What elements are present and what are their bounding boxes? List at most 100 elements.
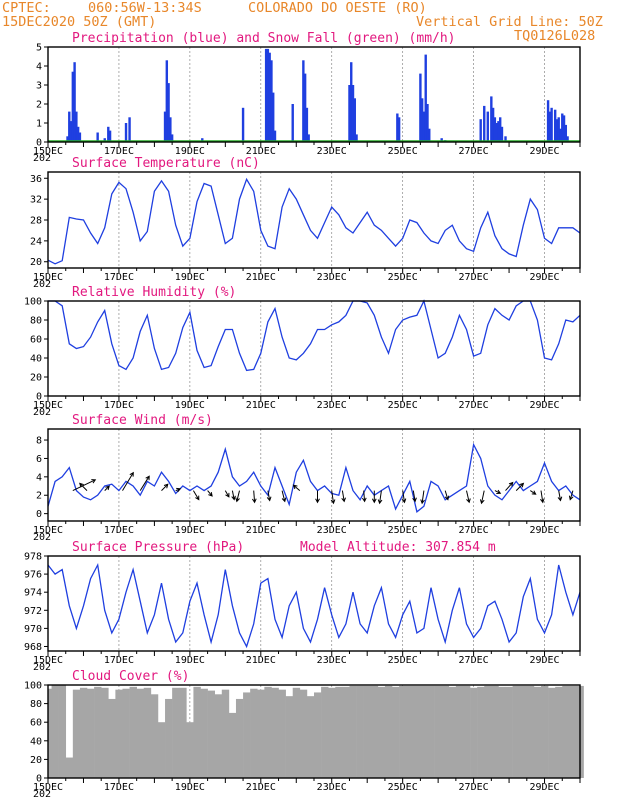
x-tick-label: 17DEC	[104, 272, 134, 283]
x-tick-label: 15DEC	[33, 525, 63, 536]
cloud-cover-bar	[172, 687, 180, 778]
cloud-cover-bar	[228, 712, 237, 778]
y-tick-label: 978	[24, 552, 42, 563]
panel-title: Surface Wind (m/s)	[72, 413, 213, 428]
precip-bar	[491, 107, 495, 142]
y-tick-label: 0	[36, 509, 42, 520]
x-tick-label: 17DEC	[104, 146, 134, 157]
x-tick-label: 25DEC	[388, 146, 418, 157]
y-tick-label: 6	[36, 454, 42, 465]
x-tick-label: 23DEC	[317, 272, 347, 283]
year-label: 202	[33, 532, 51, 543]
precip-bar	[493, 117, 497, 142]
cloud-cover-bar	[101, 687, 109, 778]
precip-bar	[348, 85, 351, 142]
precip-bar	[307, 134, 310, 142]
precip-bar	[273, 130, 277, 142]
cloud-cover-bar	[484, 685, 492, 778]
x-tick-label: 29DEC	[529, 655, 559, 666]
y-tick-label: 20	[30, 257, 42, 268]
precip-bar	[495, 123, 498, 142]
header-location: COLORADO DO OESTE (RO)	[248, 0, 427, 16]
year-label: 202	[33, 153, 51, 164]
pressure-line	[47, 562, 581, 649]
precip-bar	[426, 104, 429, 142]
cloud-cover-bar	[200, 688, 208, 778]
precip-bar	[504, 136, 507, 142]
precip-bar	[305, 107, 309, 142]
cloud-cover-bar	[420, 685, 428, 778]
x-tick-label: 29DEC	[529, 272, 559, 283]
y-tick-label: 32	[30, 195, 42, 206]
wind-arrow	[315, 490, 320, 504]
precip-bar	[128, 117, 131, 142]
x-tick-label: 19DEC	[175, 525, 205, 536]
y-tick-label: 0	[36, 774, 42, 785]
precip-bar	[483, 105, 486, 142]
x-tick-label: 27DEC	[459, 272, 489, 283]
cloud-cover-bar	[235, 698, 244, 778]
cloud-cover-bar	[434, 685, 442, 778]
y-tick-label: 2	[36, 100, 42, 111]
panel-title: Relative Humidity (%)	[72, 285, 236, 300]
cloud-cover-bar	[519, 685, 528, 778]
y-tick-label: 1	[36, 119, 42, 130]
humidity-line	[48, 299, 581, 372]
panel-humidity: 0 20 40 60 80 100 15DEC 17DEC 19DEC 21DEC 23DEC 25D…	[24, 285, 581, 418]
year-label: 202	[33, 279, 51, 290]
cloud-cover-bar	[221, 689, 230, 778]
y-tick-label: 8	[36, 436, 42, 447]
precip-bar	[266, 48, 270, 142]
x-tick-label: 21DEC	[246, 525, 276, 536]
cloud-cover-bar	[384, 685, 393, 778]
panel-wind: 0 2 4 6 8 15DEC 17DEC 19DEC 21DEC 23DEC 25DEC 27DEC…	[33, 413, 581, 543]
cloud-cover-bar	[448, 686, 457, 778]
wind-arrow	[79, 482, 88, 491]
wind-arrow	[224, 490, 230, 498]
precip-bar	[291, 104, 294, 142]
precip-bar	[497, 121, 500, 142]
precip-bar	[78, 132, 82, 142]
wind-arrow	[266, 490, 272, 502]
cloud-cover-bar	[526, 685, 535, 778]
x-tick-label: 29DEC	[529, 525, 559, 536]
precip-bar	[169, 117, 172, 142]
x-tick-label: 15DEC	[33, 272, 63, 283]
x-tick-label: 21DEC	[246, 400, 276, 411]
wind-arrow	[251, 490, 257, 504]
cloud-cover-bar	[65, 757, 74, 778]
wind-arrow	[557, 490, 563, 502]
precip-bar	[167, 83, 170, 142]
x-tick-label: 23DEC	[317, 525, 347, 536]
y-tick-label: 0	[36, 392, 42, 403]
y-tick-label: 20	[30, 373, 42, 384]
x-tick-label: 23DEC	[317, 400, 347, 411]
wind-arrow	[494, 489, 502, 494]
wind-arrow	[530, 490, 537, 495]
x-tick-label: 15DEC	[33, 782, 63, 793]
precip-bar	[69, 121, 73, 142]
plot-frame	[47, 428, 581, 522]
precip-bar	[73, 62, 76, 143]
y-tick-label: 2	[36, 491, 42, 502]
y-tick-label: 972	[24, 606, 42, 617]
wind-arrow	[377, 490, 383, 505]
precip-bar	[302, 60, 305, 142]
x-tick-label: 19DEC	[175, 655, 205, 666]
cloud-cover-bar	[349, 685, 357, 778]
precip-bar	[546, 100, 550, 142]
cloud-cover-bar	[335, 686, 343, 778]
x-tick-label: 25DEC	[388, 400, 418, 411]
cloud-cover-bar	[292, 687, 301, 778]
x-tick-label: 17DEC	[104, 782, 134, 793]
x-tick-label: 23DEC	[317, 146, 347, 157]
precip-bar	[96, 132, 99, 142]
precip-bar	[241, 107, 245, 142]
cloud-cover-bar	[477, 686, 485, 778]
cloud-cover-bar	[165, 698, 173, 778]
wind-arrow	[292, 484, 301, 491]
precip-bar	[424, 54, 427, 142]
x-tick-label: 19DEC	[175, 146, 205, 157]
wind-line	[47, 442, 581, 513]
panel-annotation: Model Altitude: 307.854 m	[300, 540, 496, 555]
